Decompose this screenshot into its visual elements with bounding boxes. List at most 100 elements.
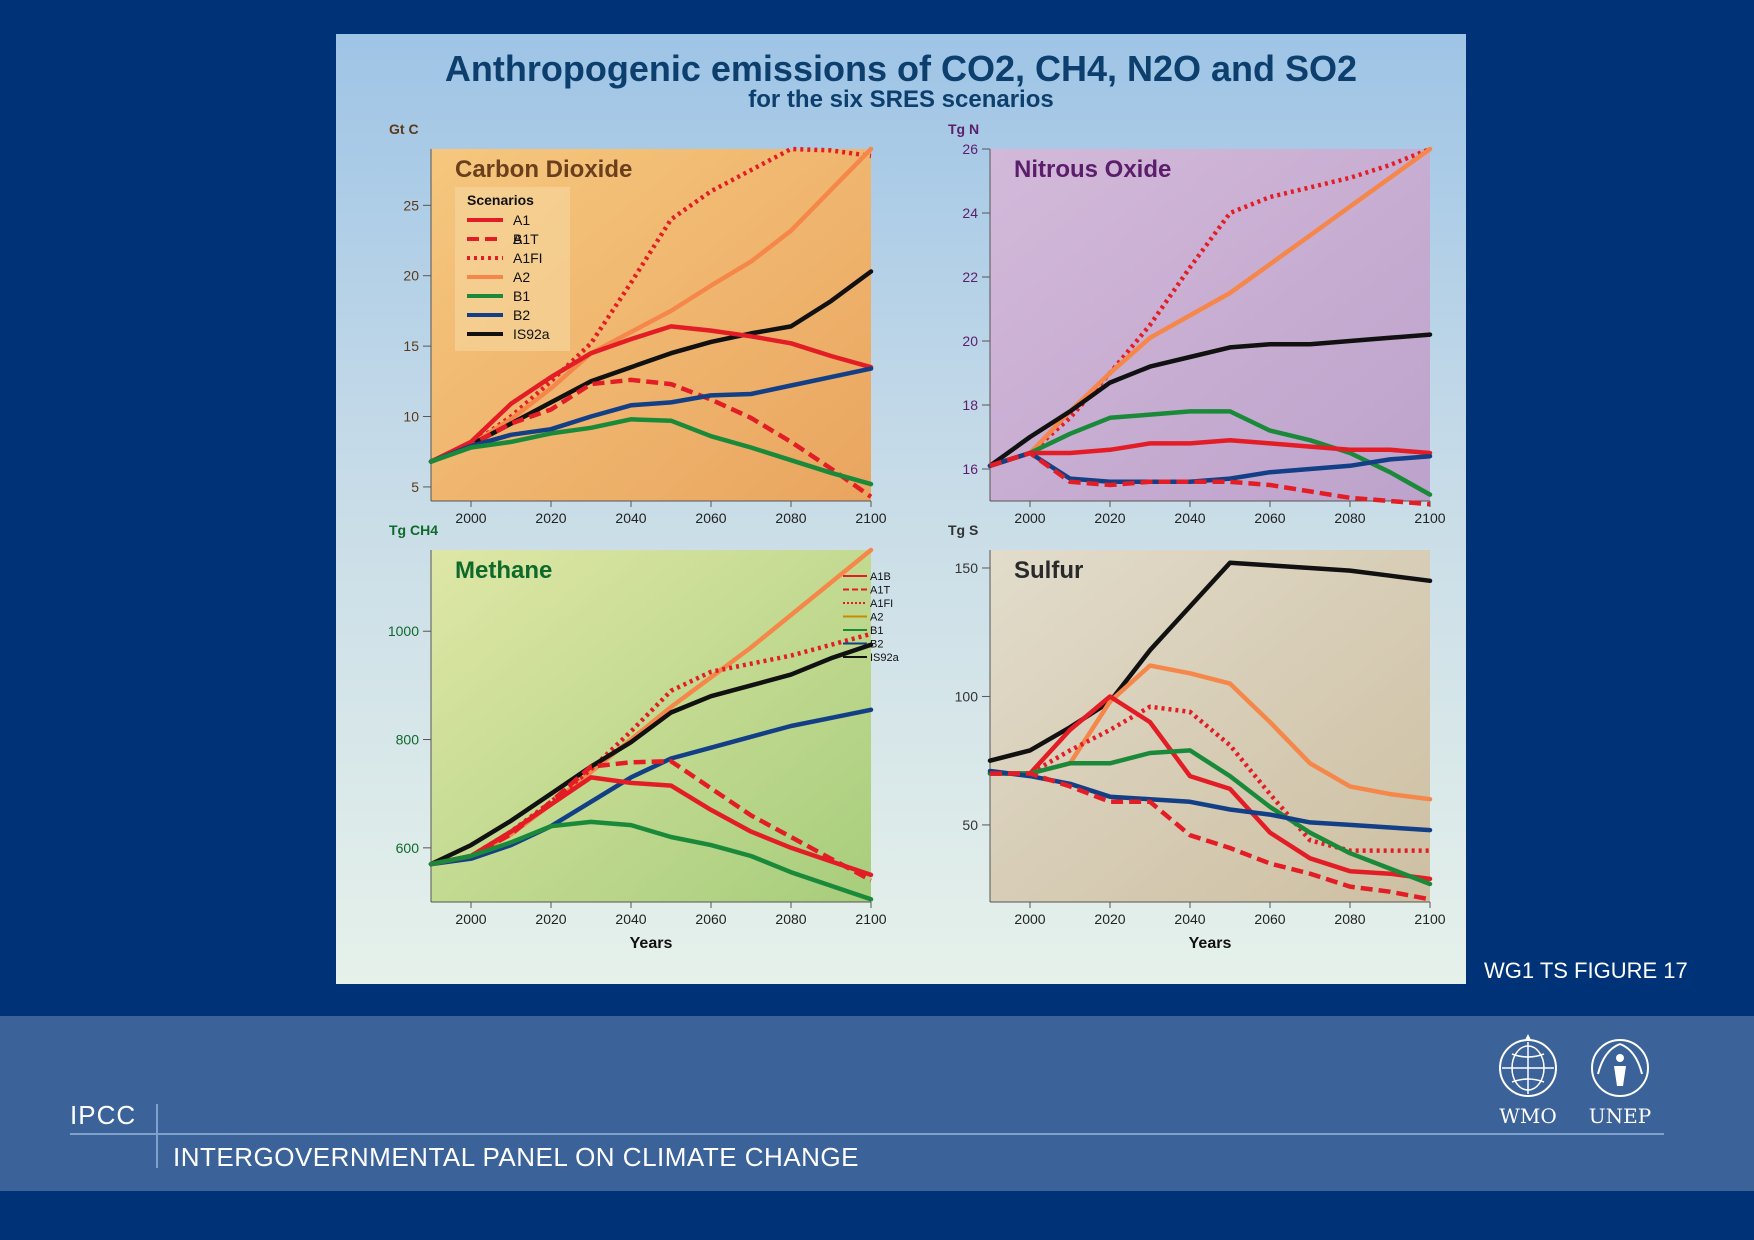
legend-label-a1t: A1T — [870, 585, 890, 597]
y-axis-label: Tg N — [948, 121, 979, 137]
legend-label-a2: A2 — [870, 612, 883, 624]
footer-band — [0, 1016, 1754, 1191]
x-tick-label: 2020 — [535, 510, 566, 526]
wmo-logo: WMO — [1488, 1030, 1568, 1128]
chart-title-methane: Methane — [455, 557, 552, 584]
y-tick-label: 18 — [962, 397, 978, 413]
series-line-a1b — [428, 324, 874, 464]
y-tick-label: 600 — [396, 840, 420, 856]
y-tick-label: 22 — [962, 269, 978, 285]
x-tick-label: 2020 — [1094, 510, 1125, 526]
legend-title: Scenarios — [467, 192, 534, 208]
legend-label-a1fi: A1FI — [870, 598, 893, 610]
y-tick-label: 24 — [962, 205, 978, 221]
y-tick-label: 5 — [411, 479, 419, 495]
unep-text: UNEP — [1588, 1104, 1652, 1128]
x-tick-label: 2000 — [455, 911, 486, 927]
footer-rule — [70, 1133, 1664, 1135]
y-tick-label: 1000 — [388, 623, 419, 639]
legend-label-is92a: IS92a — [870, 652, 900, 664]
chart-methane: 600 800 1000 2000 2020 2040 2060 2080 2100 Tg CH4… — [388, 522, 900, 952]
y-tick-label: 150 — [955, 560, 979, 576]
y-tick-label: 800 — [396, 732, 420, 748]
x-tick-label: 2040 — [615, 911, 646, 927]
series-line-b2 — [428, 366, 874, 464]
legend-label-a1: A1 — [513, 212, 530, 228]
figure-label: WG1 TS FIGURE 17 — [1484, 958, 1688, 983]
x-tick-label: 2100 — [1414, 510, 1445, 526]
series-line-is92a — [428, 642, 874, 867]
y-tick-label: 15 — [403, 338, 419, 354]
y-axis-label: Gt C — [389, 121, 419, 137]
series-line-a1t — [989, 450, 1431, 507]
series-line-a1b — [987, 694, 1433, 882]
x-axis-label: Years — [630, 935, 673, 952]
y-tick-label: 20 — [962, 333, 978, 349]
x-tick-label: 2080 — [1334, 510, 1365, 526]
legend-box — [455, 187, 570, 351]
series-line-b1 — [428, 417, 874, 487]
y-tick-label: 50 — [962, 817, 978, 833]
wmo-text: WMO — [1499, 1104, 1557, 1128]
x-tick-label: 2060 — [1254, 911, 1285, 927]
legend-label-a1b: A1B — [870, 571, 891, 583]
x-tick-label: 2040 — [1174, 911, 1205, 927]
footer-divider — [156, 1104, 158, 1168]
legend-label-b2: B2 — [870, 639, 883, 651]
legend-label-a2: A2 — [513, 269, 530, 285]
x-tick-label: 2100 — [855, 911, 886, 927]
x-tick-label: 2080 — [775, 510, 806, 526]
x-tick-label: 2080 — [1334, 911, 1365, 927]
x-tick-label: 2080 — [775, 911, 806, 927]
series-line-a1t — [430, 377, 873, 499]
chart-sulfur: 50 100 150 2000 2020 2040 2060 2080 2100 Tg S Year… — [948, 522, 1446, 952]
series-line-b2 — [428, 707, 874, 867]
y-tick-label: 20 — [403, 268, 419, 284]
wmo-emblem-icon — [1499, 1034, 1557, 1097]
series-line-a2 — [428, 146, 874, 464]
y-tick-label: 25 — [403, 197, 419, 213]
org-short-name: IPCC — [70, 1100, 137, 1130]
legend-label-a1t: A1T — [513, 231, 539, 247]
figure-title: Anthropogenic emissions of CO2, CH4, N2O… — [444, 48, 1358, 89]
series-line-b1 — [987, 409, 1433, 497]
y-tick-label: 100 — [955, 688, 979, 704]
x-tick-label: 2040 — [615, 510, 646, 526]
charts-svg: 5 10 15 20 25 2000 2020 2040 2060 2080 2100 Gt C Car… — [388, 121, 1446, 952]
chart-title-nitrous-oxide: Nitrous Oxide — [1014, 156, 1171, 183]
x-tick-label: 2000 — [455, 510, 486, 526]
x-tick-label: 2000 — [1014, 911, 1045, 927]
y-axis-label: Tg S — [948, 522, 978, 538]
chart-nitrous-oxide: 16 18 20 22 24 26 2000 2020 2040 2060 2080 2100 Tg N… — [948, 121, 1446, 526]
series-line-a1fi — [989, 146, 1431, 468]
legend-label-a1fi: A1FI — [513, 250, 543, 266]
legend-overlap-text: B — [513, 231, 522, 247]
y-tick-label: 10 — [403, 409, 419, 425]
x-tick-label: 2020 — [1094, 911, 1125, 927]
series-line-b1 — [987, 748, 1433, 887]
chart-title-carbon-dioxide: Carbon Dioxide — [455, 156, 632, 183]
x-axis-label: Years — [1189, 935, 1232, 952]
series-line-b1 — [428, 819, 874, 902]
figure-subtitle: for the six SRES scenarios — [748, 86, 1054, 113]
legend-label-is92a: IS92a — [513, 326, 550, 342]
x-tick-label: 2000 — [1014, 510, 1045, 526]
unep-emblem-icon — [1591, 1039, 1649, 1097]
legend-label-b1: B1 — [870, 625, 883, 637]
chart-title-sulfur: Sulfur — [1014, 557, 1083, 584]
legend-label-b1: B1 — [513, 288, 530, 304]
x-tick-label: 2060 — [1254, 510, 1285, 526]
x-tick-label: 2040 — [1174, 510, 1205, 526]
x-tick-label: 2020 — [535, 911, 566, 927]
x-tick-label: 2060 — [695, 510, 726, 526]
y-tick-label: 16 — [962, 461, 978, 477]
series-line-a1fi — [990, 704, 1430, 853]
series-line-is92a — [987, 560, 1433, 763]
unep-logo: UNEP — [1580, 1030, 1660, 1128]
x-tick-label: 2100 — [1414, 911, 1445, 927]
org-full-name: INTERGOVERNMENTAL PANEL ON CLIMATE CHANG… — [173, 1142, 860, 1172]
y-tick-label: 26 — [962, 141, 978, 157]
y-axis-label: Tg CH4 — [389, 522, 438, 538]
series-line-is92a — [987, 332, 1433, 469]
